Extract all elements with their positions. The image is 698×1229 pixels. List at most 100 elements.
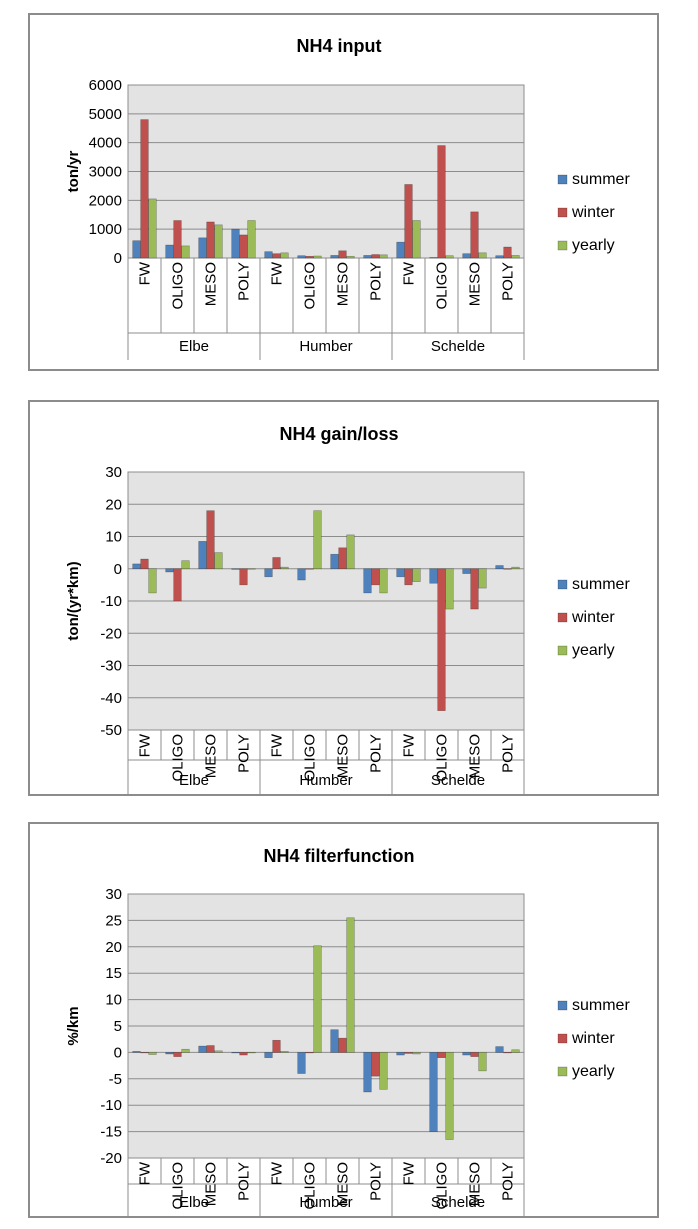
y-tick-label: 0 [114,561,122,578]
y-tick-label: -30 [100,658,122,675]
bar-yearly [511,255,520,259]
category-label: POLY [236,734,253,773]
group-label: Humber [299,338,352,355]
y-tick-label: 5000 [89,106,122,123]
bar-winter [338,547,347,570]
bar-winter [437,1052,446,1058]
y-tick-label: -10 [100,1097,122,1114]
bar-summer [132,240,141,259]
legend-label-summer: summer [572,171,630,188]
bar-yearly [379,1052,388,1090]
bar-summer [198,237,207,259]
y-tick-label: -5 [109,1071,122,1088]
bar-summer [462,568,471,574]
bar-summer [198,541,207,570]
bar-summer [429,568,438,584]
bar-summer [330,255,339,259]
category-label: MESO [467,734,484,778]
group-label: Elbe [179,1194,209,1211]
bar-winter [206,510,215,570]
bar-yearly [181,1048,190,1053]
bar-summer [429,257,438,259]
bar-winter [470,211,479,259]
bar-yearly [148,198,157,259]
group-label: Humber [299,772,352,789]
bar-winter [239,234,248,259]
bar-winter [338,1037,347,1053]
bar-winter [503,568,512,570]
bar-summer [165,1052,174,1055]
bar-summer [132,563,141,570]
bar-winter [206,1045,215,1053]
chart-title: NH4 gain/loss [279,424,398,444]
bar-winter [140,119,149,259]
bar-summer [264,1052,273,1058]
y-tick-label: -20 [100,1150,122,1167]
category-label: POLY [368,262,385,301]
chart-nh4-filterfunction: -20 -15 -10 -5 0 5 10 15 20 25 30 FW OLIGO MESO POLY FW… [28,822,659,1218]
chart-title: NH4 filterfunction [264,846,415,866]
chart-nh4-gain-loss: -50 -40 -30 -20 -10 0 10 20 30 FW OLIGO MESO POLY FW O… [28,400,659,796]
y-tick-label: -50 [100,722,122,739]
category-label: FW [137,733,154,757]
category-label: POLY [500,262,517,301]
bar-winter [437,145,446,259]
bar-winter [305,568,314,570]
y-axis-label: ton/(yr*km) [65,561,82,640]
bar-yearly [445,255,454,259]
category-label: OLIGO [302,262,319,310]
bar-summer [297,1052,306,1074]
category-label: OLIGO [170,1162,187,1210]
group-label: Schelde [431,772,485,789]
bar-yearly [280,566,289,570]
bar-yearly [412,1052,421,1055]
bar-summer [462,253,471,259]
bar-winter [404,568,413,586]
category-label: FW [401,733,418,757]
legend-label-winter: winter [571,609,615,626]
bar-winter [239,1052,248,1056]
category-label: MESO [335,262,352,306]
bar-winter [503,1052,512,1054]
category-label: POLY [500,734,517,773]
bar-summer [495,565,504,570]
legend-label-winter: winter [571,1030,615,1047]
bar-summer [297,255,306,259]
y-axis-label: ton/yr [65,151,82,193]
bar-yearly [478,1052,487,1072]
category-label: MESO [467,262,484,306]
bar-yearly [214,1050,223,1053]
category-label: FW [137,1161,154,1185]
bar-yearly [511,1049,520,1053]
y-tick-label: 15 [105,965,122,982]
bar-yearly [280,1051,289,1053]
y-tick-label: 4000 [89,135,122,152]
bar-yearly [445,1052,454,1140]
bar-winter [272,253,281,259]
bar-yearly [412,220,421,259]
y-tick-label: -10 [100,593,122,610]
bar-yearly [148,568,157,594]
bar-yearly [445,568,454,610]
category-label: MESO [467,1162,484,1206]
bar-winter [173,568,182,602]
bar-yearly [181,560,190,570]
chart-title: NH4 input [297,36,382,56]
category-label: MESO [335,1162,352,1206]
category-label: OLIGO [434,1162,451,1210]
bar-winter [173,220,182,259]
bar-winter [503,246,512,259]
bar-summer [429,1052,438,1132]
y-tick-label: -40 [100,690,122,707]
bar-yearly [379,254,388,259]
bar-summer [363,255,372,259]
bar-yearly [478,568,487,589]
bar-yearly [214,224,223,259]
bar-summer [462,1052,471,1056]
y-tick-label: -20 [100,625,122,642]
bar-summer [231,1052,240,1054]
group-label: Elbe [179,772,209,789]
bar-winter [404,184,413,259]
bar-winter [437,568,446,711]
bar-summer [231,228,240,259]
